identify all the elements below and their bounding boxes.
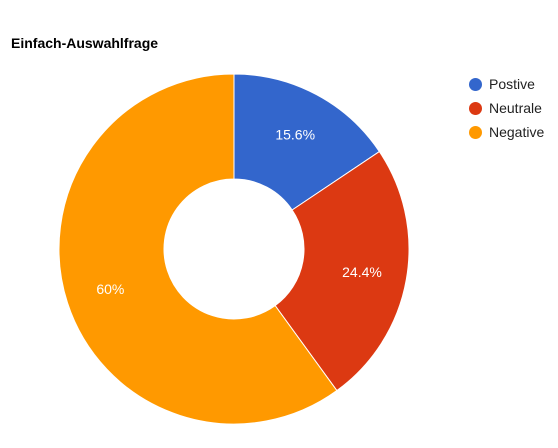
legend-label-negative: Negative [489,124,545,140]
slice-neutrale[interactable] [274,150,410,392]
legend-swatch-postive [469,77,482,91]
legend-swatch-neutrale [469,101,482,115]
legend-label-neutrale: Neutrale [489,100,542,116]
legend-swatch-negative [469,125,482,139]
slice-postive[interactable] [233,73,381,211]
legend-label-postive: Postive [489,76,535,92]
legend: Postive Neutrale Negative [469,72,544,144]
legend-item-neutrale[interactable]: Neutrale [469,96,544,120]
slice-label-negative: 60% [96,281,124,297]
donut-slice-labels: 15.6% 24.4% 60% [96,126,381,297]
legend-item-negative[interactable]: Negative [469,120,544,144]
slice-label-neutrale: 24.4% [342,264,382,280]
legend-item-postive[interactable]: Postive [469,72,544,96]
donut-slices [58,73,410,425]
slice-negative[interactable] [58,73,338,425]
slice-label-postive: 15.6% [275,126,315,142]
chart-title: Einfach-Auswahlfrage [11,35,159,51]
